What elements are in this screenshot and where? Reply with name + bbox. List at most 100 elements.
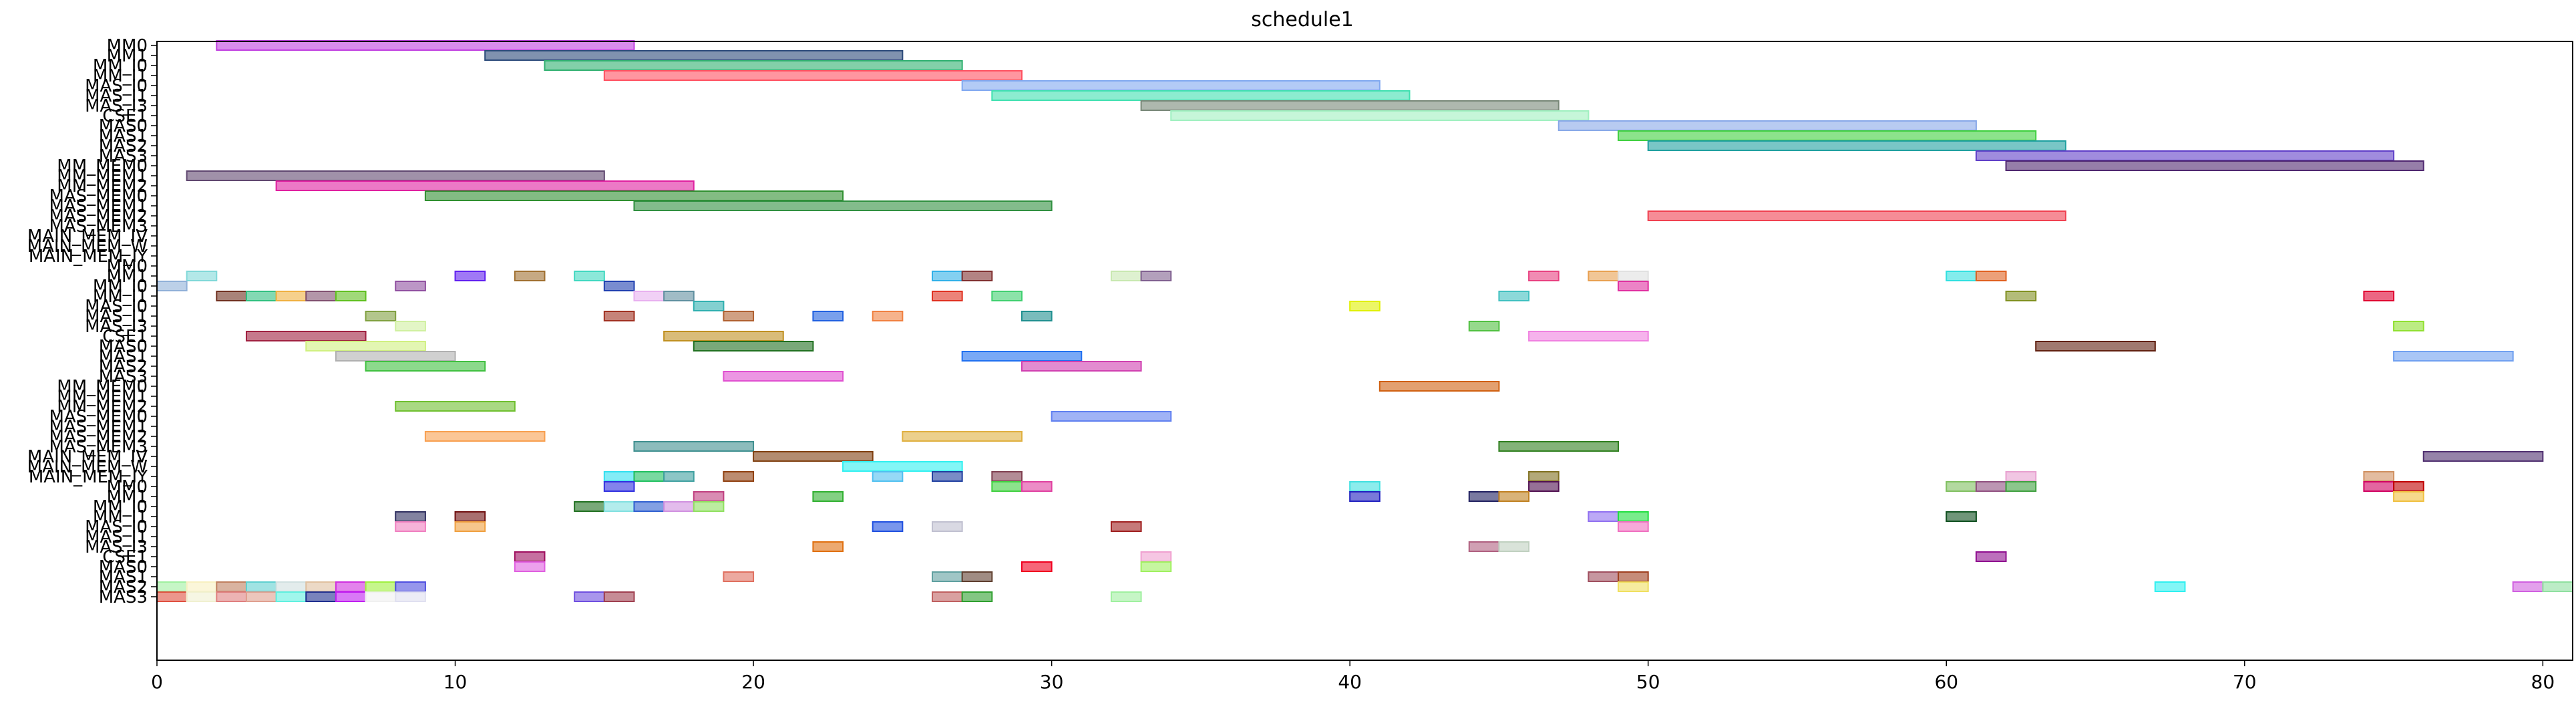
plot-frame (156, 41, 2573, 661)
y-tick-label: CSE1 (102, 327, 148, 347)
gantt-bar (335, 591, 367, 602)
gantt-bar (1975, 150, 2395, 161)
gantt-bar (245, 291, 277, 301)
y-tick-label: MAS_MEM0 (49, 407, 148, 427)
y-tick-label: MAS_I3 (85, 537, 148, 557)
gantt-bar (2154, 581, 2186, 592)
gantt-bar (484, 50, 904, 61)
gantt-bar (395, 511, 426, 522)
y-tick-label: MM_I0 (93, 277, 148, 297)
gantt-bar (305, 341, 426, 351)
gantt-bar (633, 501, 665, 512)
gantt-bar (186, 591, 218, 602)
y-tick-label: MAS0 (99, 557, 148, 577)
gantt-bar (1618, 581, 1649, 592)
gantt-bar (991, 291, 1023, 301)
y-tick-label: MAS2 (99, 577, 148, 597)
gantt-bar (1618, 521, 1649, 532)
gantt-bar (2363, 471, 2395, 482)
gantt-bar (1588, 271, 1620, 281)
gantt-bar (305, 581, 337, 592)
gantt-bar (663, 291, 695, 301)
gantt-bar (1946, 511, 1977, 522)
gantt-bar (812, 491, 844, 502)
gantt-bar (514, 551, 546, 562)
gantt-bar (245, 331, 367, 341)
gantt-bar (574, 591, 605, 602)
gantt-bar (454, 271, 486, 281)
gantt-bar (723, 571, 755, 582)
gantt-bar (2393, 491, 2424, 502)
gantt-bar (603, 281, 635, 291)
gantt-bar (693, 301, 725, 311)
gantt-bar (275, 180, 695, 191)
gantt-bar (1140, 271, 1172, 281)
gantt-bar (216, 40, 635, 51)
gantt-bar (842, 461, 963, 472)
gantt-bar (932, 271, 963, 281)
y-tick-label: MAS2 (99, 136, 148, 156)
gantt-bar (544, 60, 963, 71)
gantt-bar (1110, 521, 1142, 532)
gantt-bar (2035, 341, 2156, 351)
gantt-bar (1528, 471, 1559, 482)
y-tick-label: MAS_I3 (85, 96, 148, 116)
y-tick-label: MAS_MEM1 (49, 417, 148, 437)
gantt-bar (693, 501, 725, 512)
y-tick-label: MAS0 (99, 116, 148, 136)
gantt-bar (1349, 301, 1381, 311)
gantt-bar (395, 281, 426, 291)
x-ticks-layer: 0 10 20 30 40 50 60 70 80 (151, 660, 2555, 693)
y-tick-label: MM_I1 (93, 287, 148, 307)
gantt-bar (1110, 591, 1142, 602)
gantt-bar (574, 271, 605, 281)
gantt-bar (395, 591, 426, 602)
y-tick-label: MAS1 (99, 126, 148, 146)
y-tick-label: MAS3 (99, 146, 148, 166)
gantt-bar (1975, 551, 2007, 562)
gantt-bar (1618, 571, 1649, 582)
y-tick-label: MM0 (107, 477, 148, 497)
x-tick-label: 80 (2531, 671, 2555, 693)
gantt-bar (365, 591, 397, 602)
gantt-bar (1588, 511, 1620, 522)
gantt-bar (603, 70, 1023, 81)
y-tick-label: MM0 (107, 257, 148, 277)
gantt-bar (395, 401, 516, 412)
gantt-bar (335, 351, 456, 362)
gantt-bar (454, 521, 486, 532)
gantt-bar (603, 501, 635, 512)
gantt-bar (365, 311, 397, 321)
gantt-bar (1498, 441, 1620, 452)
y-tick-label: MM_MEM2 (57, 176, 148, 196)
gantt-bar (1528, 481, 1559, 492)
gantt-bar (2512, 581, 2544, 592)
gantt-bar (1946, 481, 1977, 492)
gantt-bar (245, 591, 277, 602)
y-tick-label: MAIN_MEM_IV (27, 447, 148, 467)
y-tick-label: MM_MEM1 (57, 387, 148, 407)
y-tick-label: MM_MEM0 (57, 377, 148, 397)
y-tick-label: MAS_MEM0 (49, 186, 148, 206)
gantt-bar (1975, 271, 2007, 281)
x-tick-label: 0 (151, 671, 163, 693)
gantt-bar (603, 311, 635, 321)
gantt-bar (693, 491, 725, 502)
x-tick-label: 30 (1040, 671, 1064, 693)
gantt-bar (1647, 210, 2066, 221)
gantt-bar (574, 501, 605, 512)
gantt-bar (603, 481, 635, 492)
gantt-bar (1528, 331, 1649, 341)
y-tick-label: CSE1 (102, 106, 148, 126)
gantt-bar (932, 521, 963, 532)
gantt-bar (932, 571, 963, 582)
gantt-bar (991, 481, 1023, 492)
gantt-bar (186, 170, 605, 181)
gantt-bar (1349, 481, 1381, 492)
y-tick-label: MM_I1 (93, 507, 148, 527)
gantt-bar (1618, 271, 1649, 281)
gantt-bar (1498, 291, 1530, 301)
gantt-bar (2005, 291, 2037, 301)
chart-title: schedule1 (1251, 8, 1354, 31)
